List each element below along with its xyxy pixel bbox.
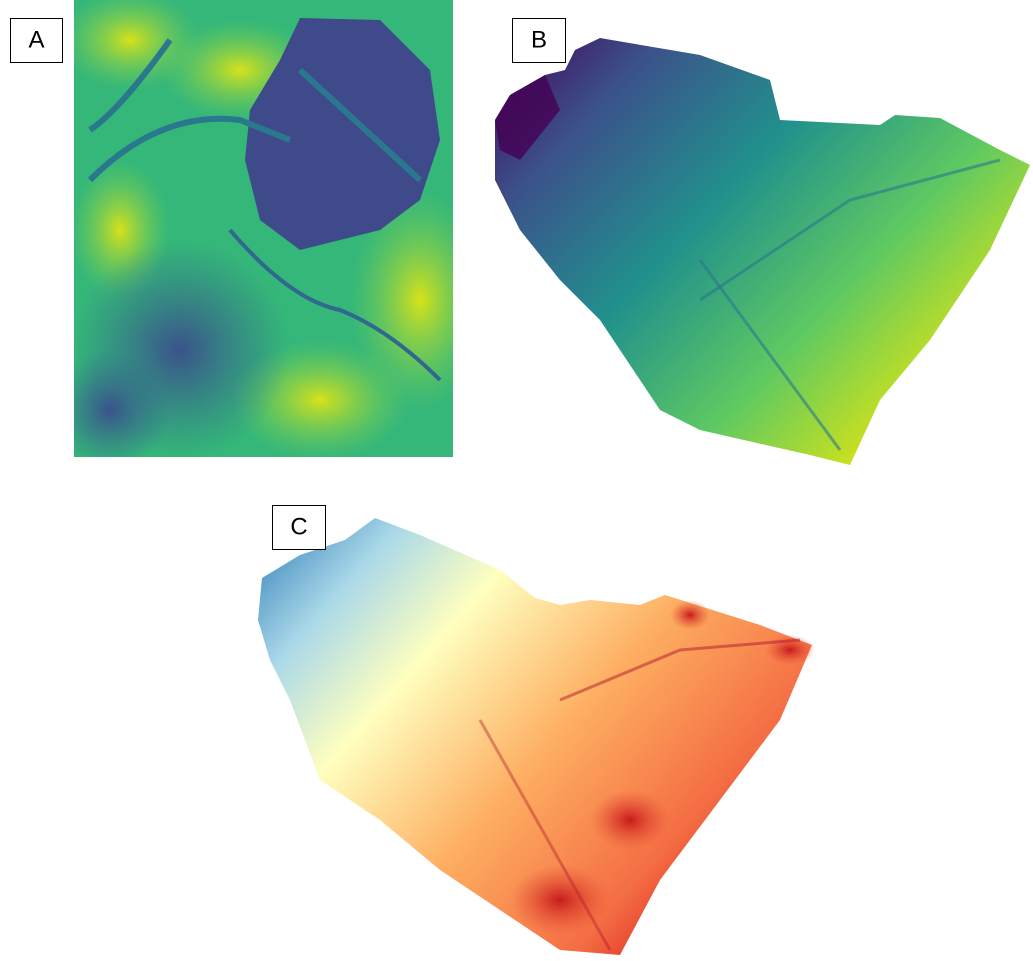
panel-label: B	[531, 26, 547, 53]
panel-label: A	[28, 26, 44, 53]
panel-c	[258, 518, 815, 955]
panel-b	[495, 38, 1030, 465]
page: A B C (() => { const data = JSON.parse(d…	[0, 0, 1033, 961]
label-a: A	[11, 19, 63, 63]
label-b: B	[513, 19, 566, 63]
label-c: C	[273, 506, 326, 550]
figure: A B C	[0, 0, 1033, 961]
terrain	[670, 600, 710, 630]
panel-label: C	[290, 513, 307, 540]
raster	[495, 38, 1030, 465]
panel-a	[50, 0, 490, 470]
terrain	[590, 790, 670, 850]
terrain	[50, 350, 170, 470]
